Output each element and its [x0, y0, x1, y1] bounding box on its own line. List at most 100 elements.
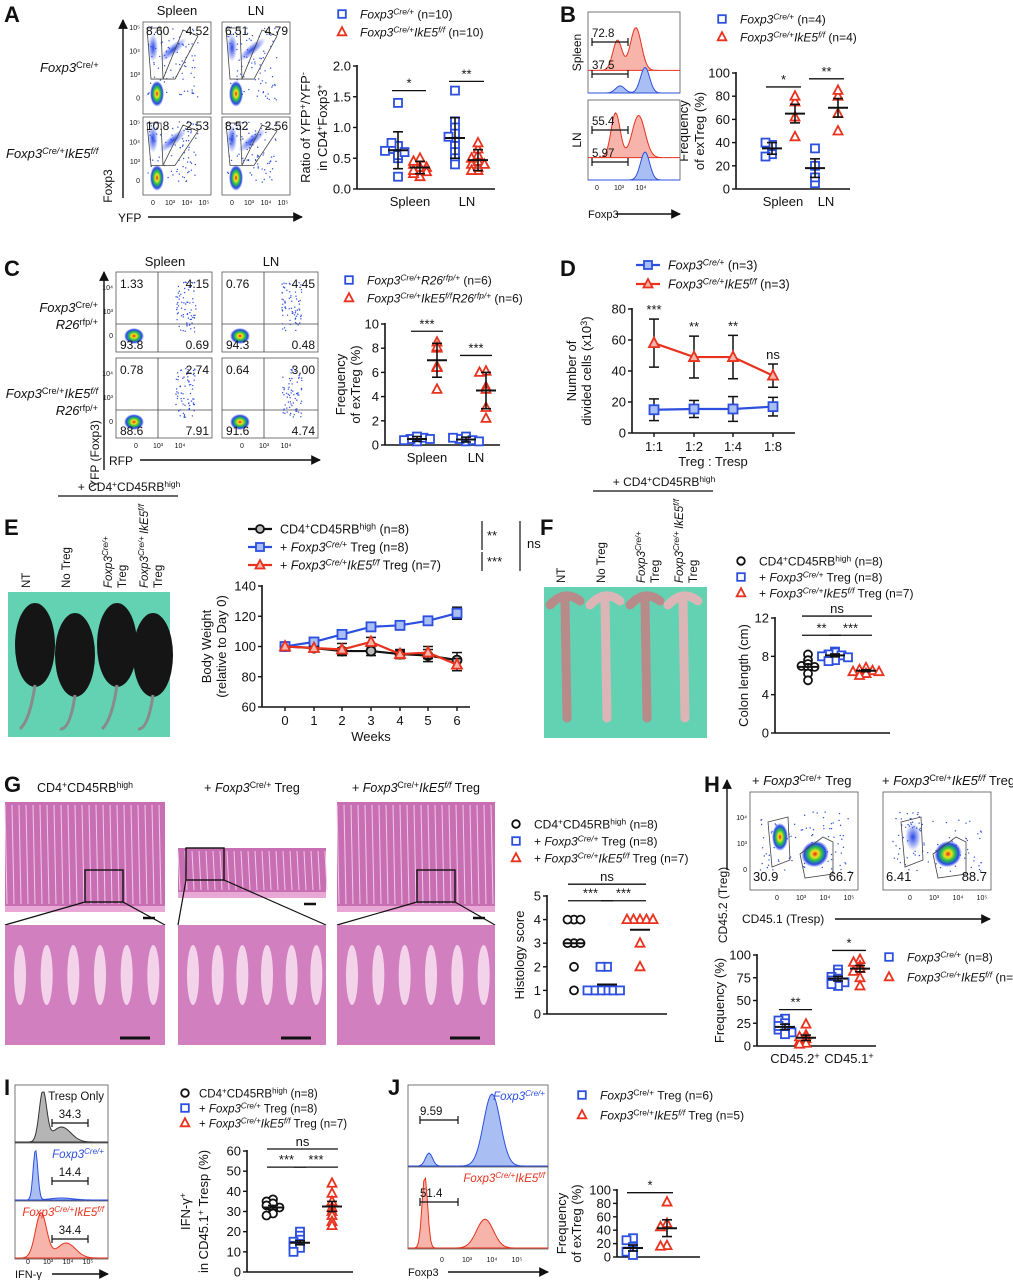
event-dot [188, 149, 190, 151]
event-dot [300, 314, 302, 317]
event-dot [170, 69, 172, 71]
category-label: LN [818, 194, 835, 209]
crypt [261, 850, 265, 891]
event-dot [296, 309, 299, 311]
event-dot [284, 301, 286, 303]
event-dot [188, 323, 191, 325]
column-header: Spleen [145, 254, 185, 269]
y-tick-label: 0 [109, 419, 113, 426]
histology-image [177, 847, 328, 1045]
event-dot [300, 388, 303, 391]
y-tick-label: 4 [534, 912, 541, 927]
event-dot [294, 321, 297, 324]
significance-label: *** [646, 302, 661, 317]
event-dot [180, 293, 182, 295]
event-dot [949, 870, 952, 872]
event-dot [185, 167, 187, 169]
legend-label: + Foxp3Cre/+IkE5f/f Treg (n=7) [199, 1117, 347, 1131]
event-dot [159, 134, 162, 136]
y-tick-label: 0.0 [333, 182, 351, 197]
event-dot [264, 52, 266, 54]
flow-plot: 10.8 2.53 10⁵ 10⁴ 10³ 0 0 10³ 10⁴ 10⁵ [129, 116, 212, 207]
event-dot [295, 329, 297, 332]
event-dot [193, 379, 195, 381]
event-dot [179, 93, 181, 96]
zoom-line [177, 879, 187, 926]
event-dot [257, 90, 260, 92]
crypt [462, 804, 466, 905]
flow-plot: 30.9 66.7 0 10³ 10⁴ 10⁵ 10⁴ 10³ 0 [736, 791, 859, 902]
quadrant-percentage: 88.6 [120, 424, 144, 438]
y-tick-label: 0 [619, 426, 626, 441]
row-label: R26rfp/+ [56, 317, 98, 332]
event-dot [196, 133, 199, 135]
gate-percentage: 4.52 [186, 24, 210, 38]
cell-population [148, 124, 158, 153]
event-dot [300, 284, 302, 286]
x-tick-label: 10³ [796, 895, 807, 902]
event-dot [292, 390, 294, 392]
data-group [793, 1017, 816, 1049]
legend-label: Foxp3Cre/+IkE5f/f (n=7) [907, 970, 1013, 985]
gate [932, 836, 967, 879]
square-marker [810, 143, 820, 154]
event-dot [298, 374, 300, 377]
zoom-region [416, 869, 456, 903]
event-dot [177, 292, 180, 294]
circle-marker [569, 961, 579, 972]
square-marker [595, 961, 606, 972]
event-dot [188, 371, 190, 374]
he-section-detail [5, 925, 165, 1045]
triangle-marker [735, 586, 747, 598]
chart-I: 0 10 20 30 40 50 60 IFN-γ+in CD45.1+ Tresp (%) n… [178, 1087, 353, 1280]
event-dot [289, 397, 291, 399]
event-dot [935, 863, 937, 865]
crypt [32, 804, 36, 905]
y-tick-label: 60 [227, 1144, 241, 1159]
event-dot [287, 401, 290, 403]
series-2 [278, 634, 464, 672]
triangle-marker [847, 964, 860, 976]
legend-label: Foxp3Cre/+ (n=3) [668, 258, 757, 273]
quadrant-percentage: 3.00 [292, 363, 316, 377]
event-dot [759, 869, 762, 871]
y-tick-label: 3 [534, 936, 541, 951]
event-dot [186, 379, 189, 381]
event-dot [180, 329, 182, 331]
legend-label: CD4+CD45RBhigh (n=8) [534, 817, 658, 832]
histogram [15, 1091, 108, 1143]
gate [241, 29, 278, 80]
gate-percentage: 8.52 [225, 119, 249, 133]
event-dot [149, 82, 152, 84]
event-dot [839, 864, 841, 867]
y-tick-label: 0 [604, 1250, 611, 1265]
event-dot [183, 90, 186, 92]
event-dot [289, 412, 292, 415]
event-dot [194, 163, 197, 166]
y-tick-label: 5 [534, 889, 541, 904]
event-dot [916, 869, 918, 872]
y-axis-label: in CD45.1+ Tresp (%) [196, 1150, 211, 1273]
event-dot [153, 63, 155, 66]
crypt [406, 804, 410, 905]
event-dot [257, 166, 259, 168]
event-dot [178, 121, 181, 123]
event-dot [167, 176, 169, 179]
category-label: CD45.1+ [824, 1051, 873, 1066]
data-group [443, 85, 465, 170]
event-dot [257, 154, 259, 157]
event-dot [761, 862, 763, 865]
event-dot [192, 369, 195, 372]
gate-percentage: 6.41 [886, 869, 911, 884]
panel-letter-B: B [560, 2, 576, 27]
event-dot [271, 76, 274, 78]
event-dot [980, 831, 983, 833]
event-dot [194, 55, 196, 57]
event-dot [256, 156, 259, 158]
panel-letter-G: G [4, 772, 21, 797]
y-tick-label: 0 [744, 1039, 751, 1054]
histogram-label: Foxp3Cre/+ [493, 1089, 545, 1103]
y-tick-label: 8 [762, 649, 769, 664]
